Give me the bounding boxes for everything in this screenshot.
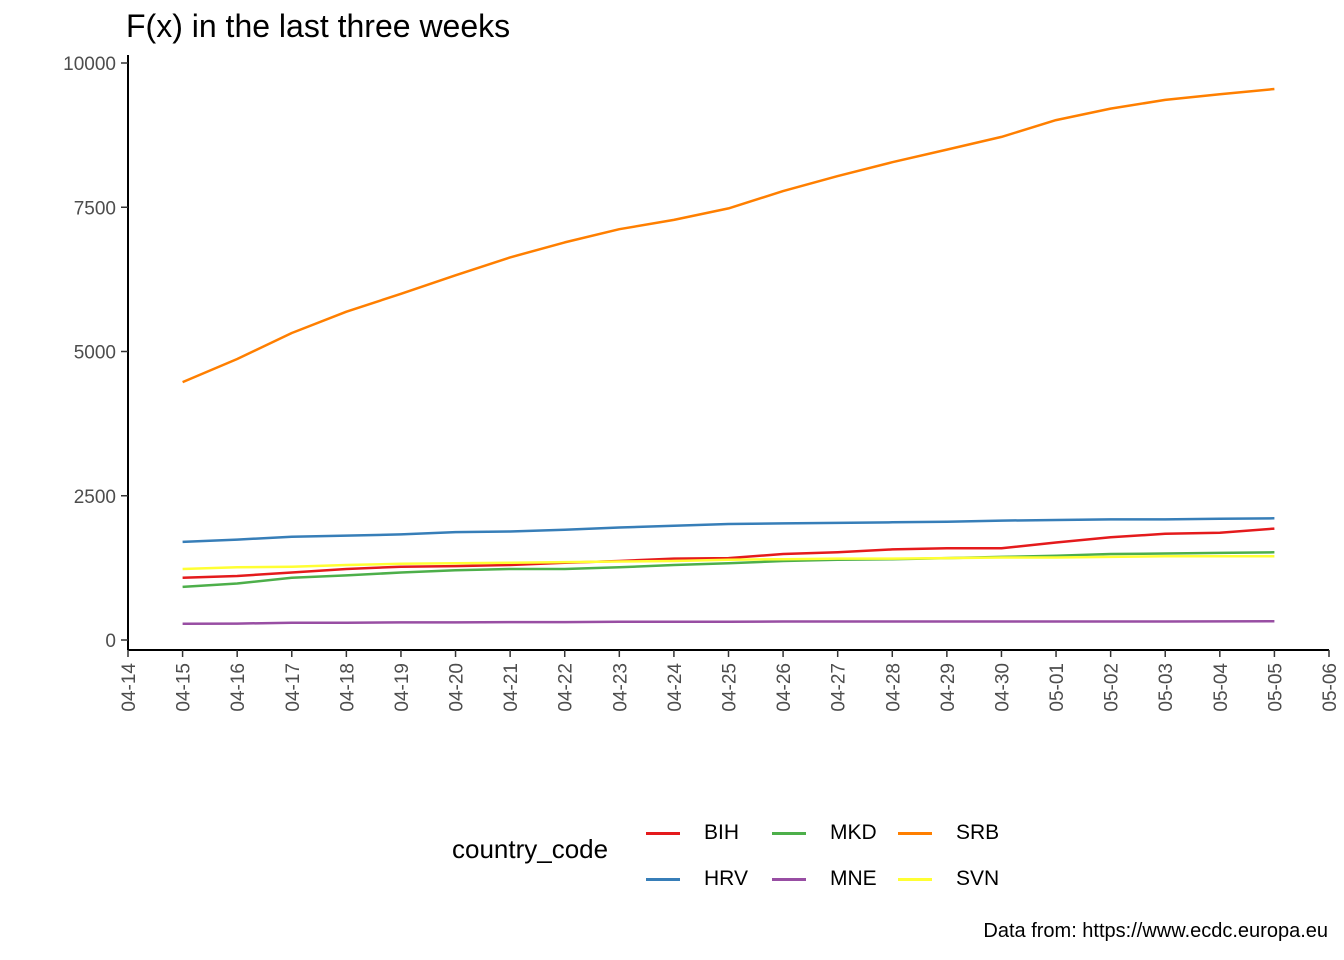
series-line-svn (182, 555, 1275, 571)
legend-key (772, 831, 806, 835)
axes: 0 2500 5000 7500 10000 04-14 04-15 04-16 04-17 04… (63, 54, 1341, 712)
x-tick-label: 04-14 (119, 663, 140, 712)
x-tick-label: 04-15 (174, 663, 195, 712)
plot-lines (182, 87, 1275, 626)
chart-caption: Data from: https://www.ecdc.europa.eu (983, 920, 1328, 942)
legend-item-svn: SVN (898, 856, 1024, 902)
legend-label: BIH (704, 821, 740, 844)
legend-label: SRB (956, 821, 1000, 844)
legend-item-bih: BIH (646, 810, 772, 856)
legend-label: SVN (956, 867, 1000, 890)
legend-key (898, 831, 932, 835)
x-tick-label: 05-01 (1047, 663, 1068, 712)
y-tick-label: 2500 (74, 487, 116, 508)
x-tick-label: 04-27 (829, 663, 850, 712)
x-tick-label: 05-05 (1265, 663, 1286, 712)
x-tick-label: 04-29 (938, 663, 959, 712)
legend-item-hrv: HRV (646, 856, 772, 902)
series-line-mkd (182, 551, 1275, 589)
legend-key (898, 877, 932, 881)
y-tick-label: 5000 (74, 343, 116, 364)
x-tick-label: 04-18 (337, 663, 358, 712)
series-line-bih (182, 527, 1275, 579)
x-tick-label: 04-30 (992, 663, 1013, 712)
x-tick-label: 05-04 (1211, 663, 1232, 712)
legend-title: country_code (452, 834, 609, 864)
series-line-hrv (182, 517, 1275, 544)
chart-title: F(x) in the last three weeks (126, 8, 511, 44)
y-tick-label: 0 (105, 631, 116, 652)
legend-item-mkd: MKD (772, 810, 898, 856)
legend-label: MNE (830, 867, 877, 890)
x-tick-label: 04-28 (883, 663, 904, 712)
x-tick-label: 05-02 (1102, 663, 1123, 712)
x-tick-label: 04-23 (610, 663, 631, 712)
legend-key (646, 831, 680, 835)
legend-key (772, 877, 806, 881)
x-tick-label: 04-25 (720, 663, 741, 712)
x-tick-label: 04-21 (501, 663, 522, 712)
y-tick-label: 7500 (74, 198, 116, 219)
legend-label: HRV (704, 867, 748, 890)
legend-item-srb: SRB (898, 810, 1024, 856)
series-line-srb (182, 87, 1275, 384)
legend-label: MKD (830, 821, 877, 844)
y-tick-label: 10000 (63, 54, 116, 75)
legend-item-mne: MNE (772, 856, 898, 902)
x-tick-label: 04-24 (665, 663, 686, 712)
x-tick-label: 04-22 (556, 663, 577, 712)
x-tick-label: 04-16 (228, 663, 249, 712)
x-tick-label: 04-19 (392, 663, 413, 712)
x-tick-label: 05-03 (1156, 663, 1177, 712)
x-tick-label: 04-20 (447, 663, 468, 712)
series-line-mne (182, 620, 1275, 626)
x-tick-label: 04-17 (283, 663, 304, 712)
legend-key (646, 877, 680, 881)
x-tick-label: 05-06 (1320, 663, 1341, 712)
legend: BIH MKD SRB HRV MNE SVN (646, 810, 1024, 902)
x-tick-label: 04-26 (774, 663, 795, 712)
